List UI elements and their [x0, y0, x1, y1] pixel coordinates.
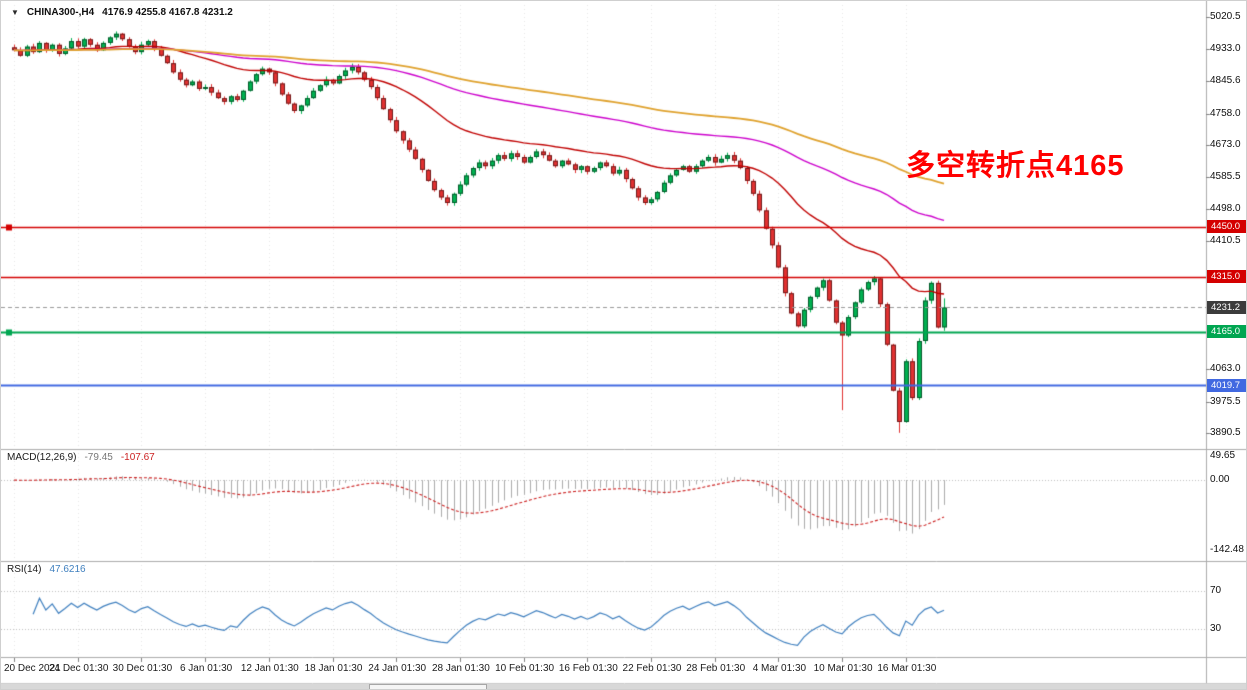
- rsi-indicator-label: RSI(14): [7, 564, 42, 575]
- time-axis-label: 28 Feb 01:30: [686, 663, 746, 674]
- time-axis-label: 24 Jan 01:30: [368, 663, 427, 674]
- price-axis[interactable]: 5020.5 4933.0 4845.6 4758.0 4673.0 4585.5 4498…: [1207, 1, 1246, 683]
- time-axis-label: 24 Dec 01:30: [48, 663, 109, 674]
- chart-menu-icon[interactable]: ▼: [11, 8, 19, 17]
- macd-axis-label: -142.48: [1210, 544, 1244, 556]
- time-axis-label: 4 Mar 01:30: [752, 663, 807, 674]
- price-axis-label: 3890.5: [1210, 426, 1241, 438]
- time-axis-label: 12 Jan 01:30: [240, 663, 299, 674]
- time-axis-label: 6 Jan 01:30: [179, 663, 233, 674]
- macd-signal-value: -107.67: [120, 452, 155, 463]
- price-axis-label: 4585.5: [1210, 171, 1241, 183]
- rsi-label-row: RSI(14) 47.6216: [7, 564, 86, 575]
- price-axis-label: 4410.5: [1210, 235, 1241, 247]
- price-axis-label: 4758.0: [1210, 107, 1241, 119]
- chart-annotation[interactable]: 多空转折点4165: [906, 150, 1125, 182]
- time-axis-label: 28 Jan 01:30: [431, 663, 490, 674]
- ohlc-values: 4176.9 4255.8 4167.8 4231.2: [102, 7, 233, 18]
- symbol-timeframe-label: CHINA300-,H4: [26, 7, 95, 18]
- time-axis-label: 10 Mar 01:30: [813, 663, 873, 674]
- current-price-badge: 4231.2: [1207, 300, 1246, 314]
- price-axis-label: 4063.0: [1210, 363, 1241, 375]
- price-axis-label: 4673.0: [1210, 138, 1241, 150]
- price-axis-label: 4498.0: [1210, 203, 1241, 215]
- price-axis-label: 4933.0: [1210, 43, 1241, 55]
- time-axis-label: 16 Feb 01:30: [558, 663, 618, 674]
- rsi-value: 47.6216: [49, 564, 86, 575]
- price-level-badge: 4019.7: [1207, 378, 1246, 392]
- rsi-level-label: 70: [1210, 585, 1222, 597]
- price-level-badge: 4315.0: [1207, 270, 1246, 284]
- price-level-badge: 4450.0: [1207, 220, 1246, 234]
- macd-indicator-label: MACD(12,26,9): [7, 452, 77, 463]
- time-axis-label: 30 Dec 01:30: [112, 663, 173, 674]
- price-level-badge: 4165.0: [1207, 325, 1246, 339]
- time-axis-label: 18 Jan 01:30: [304, 663, 363, 674]
- chart-scrollbar-thumb[interactable]: [369, 684, 487, 689]
- price-axis-label: 4845.6: [1210, 75, 1241, 87]
- chart-scrollbar[interactable]: [1, 684, 1246, 689]
- time-axis-label: 10 Feb 01:30: [495, 663, 555, 674]
- price-axis-label: 3975.5: [1210, 395, 1241, 407]
- symbol-info: ▼ CHINA300-,H4 4176.9 4255.8 4167.8 4231…: [11, 7, 233, 18]
- price-axis-label: 5020.5: [1210, 10, 1241, 22]
- macd-axis-label: 49.65: [1210, 449, 1236, 461]
- time-axis[interactable]: 20 Dec 2021 24 Dec 01:30 30 Dec 01:30 6 Jan…: [1, 659, 1206, 682]
- macd-main-value: -79.45: [84, 452, 113, 463]
- time-axis-label: 20 Dec 2021: [4, 663, 61, 674]
- macd-label-row: MACD(12,26,9) -79.45 -107.67: [7, 452, 155, 463]
- time-axis-label: 16 Mar 01:30: [877, 663, 937, 674]
- time-axis-label: 22 Feb 01:30: [622, 663, 682, 674]
- rsi-level-label: 30: [1210, 622, 1222, 634]
- macd-axis-label: 0.00: [1210, 474, 1230, 486]
